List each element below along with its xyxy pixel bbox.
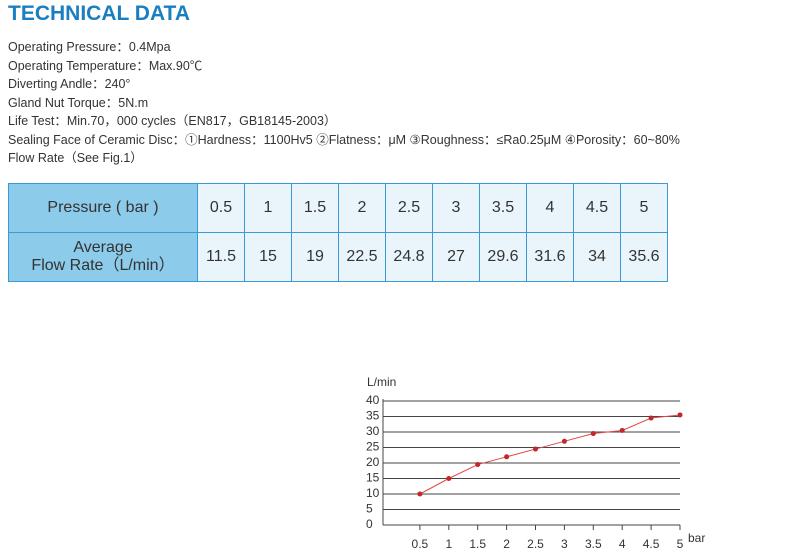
cell: 15: [244, 232, 292, 282]
y-tick-label: 35: [366, 409, 380, 423]
cell: 5: [620, 183, 668, 233]
x-tick-label: 4.5: [643, 537, 660, 551]
cell: 24.8: [385, 232, 433, 282]
x-tick-label: 5: [677, 537, 684, 551]
x-tick-label: 2.5: [527, 537, 544, 551]
y-tick-label: 25: [366, 440, 380, 454]
cell: 2: [338, 183, 386, 233]
data-point: [504, 454, 510, 460]
x-tick-label: 4: [619, 537, 626, 551]
x-tick-label: 1.5: [469, 537, 486, 551]
cell: 22.5: [338, 232, 386, 282]
spec-line: Gland Nut Torque：5N.m: [8, 95, 149, 110]
spec-line: Operating Temperature：Max.90℃: [8, 58, 203, 73]
cell: 27: [432, 232, 480, 282]
row-label: Average Flow Rate（L/min）: [8, 232, 198, 282]
data-point: [417, 491, 423, 497]
row-label: Pressure ( bar ): [8, 183, 198, 233]
x-tick-label: 3: [561, 537, 568, 551]
y-tick-label: 10: [366, 486, 380, 500]
data-point: [446, 476, 452, 481]
x-tick-label: 1: [445, 537, 452, 551]
specs: Operating Pressure：0.4Mpa Operating Tempe…: [8, 38, 680, 168]
y-tick-label: 20: [366, 455, 380, 469]
y-tick-label: 0: [366, 517, 373, 531]
table-row: Pressure ( bar ) 0.5 1 1.5 2 2.5 3 3.5 4 4.5 5: [8, 183, 668, 233]
data-point: [475, 462, 481, 468]
x-tick-label: 0.5: [412, 537, 429, 551]
x-tick-label: 3.5: [585, 537, 602, 551]
y-axis-label: L/min: [367, 375, 396, 389]
data-point: [561, 438, 567, 444]
cell: 19: [291, 232, 339, 282]
table-row: Average Flow Rate（L/min） 11.5 15 19 22.5 24.8…: [8, 232, 668, 282]
data-point: [590, 431, 596, 437]
cell: 2.5: [385, 183, 433, 233]
y-tick-label: 40: [366, 393, 380, 407]
cell: 1: [244, 183, 292, 233]
cell: 31.6: [526, 232, 574, 282]
spec-line: Sealing Face of Ceramic Disc：①Hardness：1…: [8, 132, 680, 147]
cell: 3: [432, 183, 480, 233]
data-point: [677, 412, 683, 418]
cell: 3.5: [479, 183, 527, 233]
x-tick-label: 2: [503, 537, 510, 551]
data-table: Pressure ( bar ) 0.5 1 1.5 2 2.5 3 3.5 4 4.5 5 Aver…: [8, 183, 668, 282]
spec-line: Diverting Andle：240°: [8, 77, 131, 91]
data-point: [533, 446, 538, 452]
spec-line: Life Test：Min.70，000 cycles（EN817，GB1814…: [8, 114, 337, 128]
y-tick-label: 15: [366, 471, 380, 485]
spec-line: Operating Pressure：0.4Mpa: [8, 40, 171, 54]
x-axis-label: bar: [688, 531, 705, 545]
data-point: [619, 427, 625, 433]
spec-line: Flow Rate（See Fig.1）: [8, 151, 143, 165]
y-tick-label: 5: [366, 502, 373, 516]
cell: 35.6: [620, 232, 668, 282]
data-point: [648, 415, 654, 421]
data-line: [419, 414, 681, 495]
cell: 11.5: [197, 232, 245, 282]
y-tick-label: 30: [366, 424, 380, 438]
title: TECHNICAL DATA: [8, 2, 190, 25]
cell: 0.5: [197, 183, 245, 233]
